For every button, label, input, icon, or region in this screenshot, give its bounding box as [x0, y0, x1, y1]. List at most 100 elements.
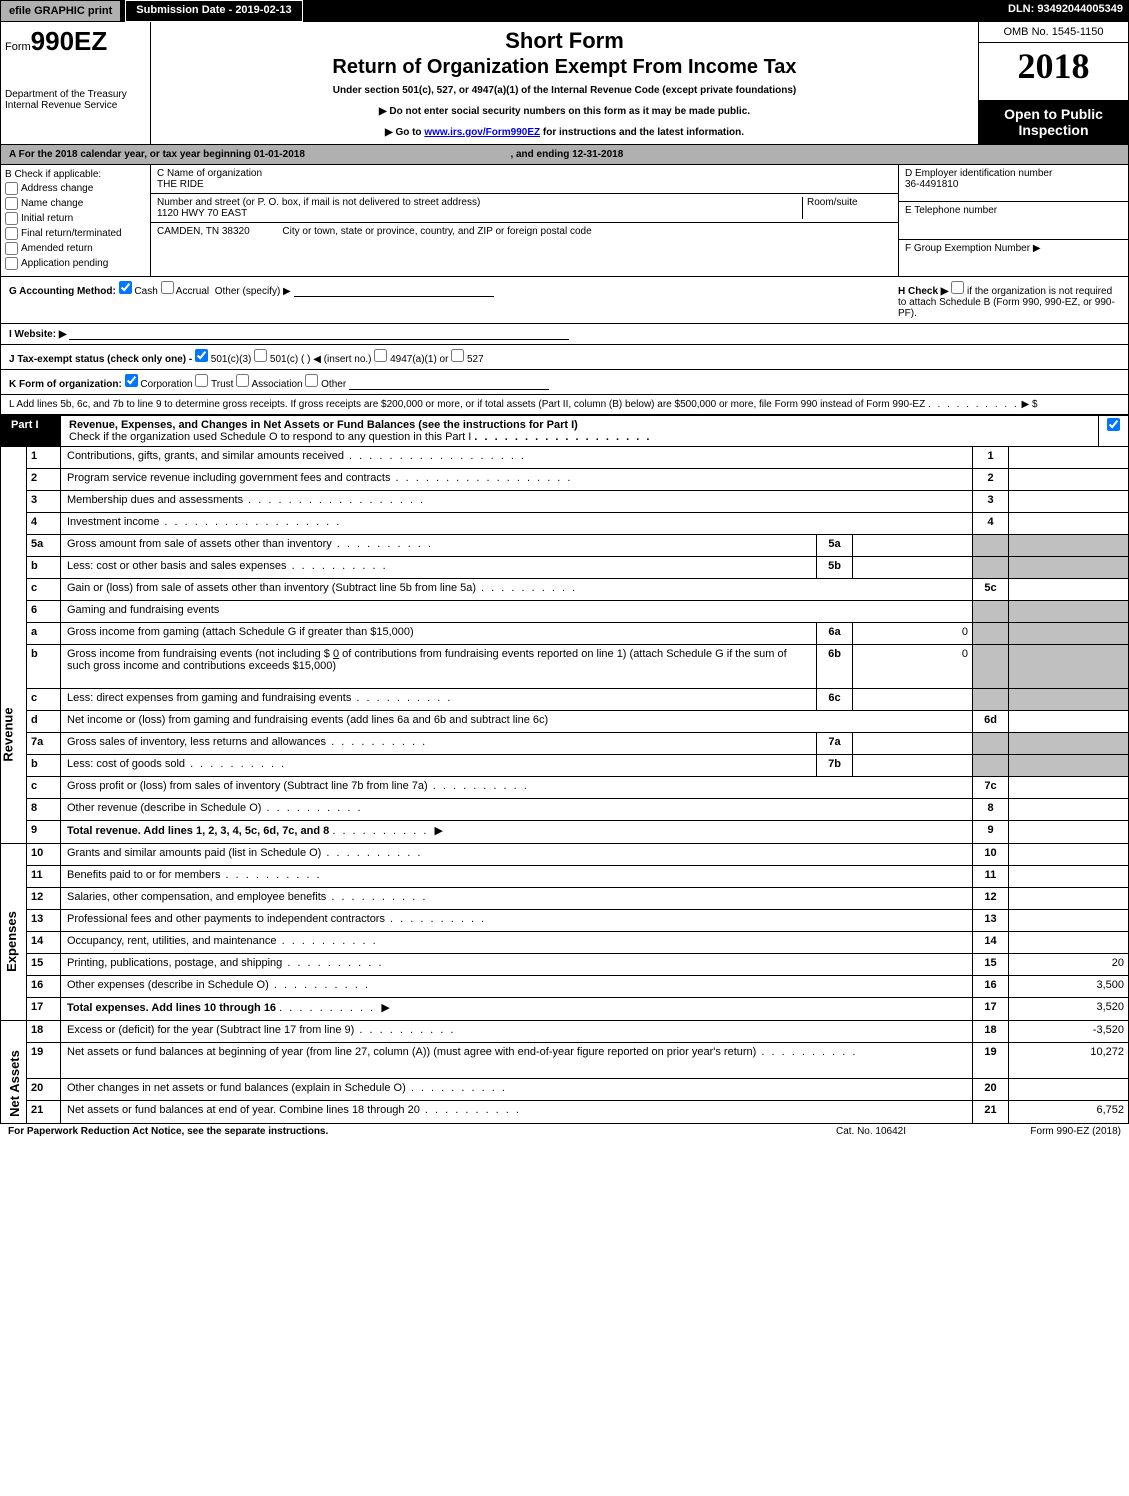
num-15: 15: [27, 954, 61, 975]
schedule-o-checkbox[interactable]: [1107, 418, 1120, 431]
shade-5a-v: [1008, 535, 1128, 556]
num-9: 9: [27, 821, 61, 843]
checkbox-assoc[interactable]: [236, 374, 249, 387]
other-org-field[interactable]: [349, 378, 549, 390]
line-6a: a Gross income from gaming (attach Sched…: [27, 623, 1128, 645]
amtval-20: [1008, 1079, 1128, 1100]
checkbox-application[interactable]: [5, 257, 18, 270]
checkbox-name[interactable]: [5, 197, 18, 210]
check-initial-return[interactable]: Initial return: [5, 212, 146, 225]
form-header: Form990EZ Department of the Treasury Int…: [0, 22, 1129, 145]
subnum-5b: 5b: [816, 557, 852, 578]
amtnum-21: 21: [972, 1101, 1008, 1123]
checkbox-initial[interactable]: [5, 212, 18, 225]
checkbox-cash[interactable]: [119, 281, 132, 294]
other-specify-field[interactable]: [294, 285, 494, 297]
city-label: City or town, state or province, country…: [282, 226, 591, 237]
check-final-return[interactable]: Final return/terminated: [5, 227, 146, 240]
box-g-h: G Accounting Method: Cash Accrual Other …: [0, 277, 1129, 324]
desc-1: Contributions, gifts, grants, and simila…: [61, 447, 972, 468]
checkbox-amended[interactable]: [5, 242, 18, 255]
box-e: E Telephone number: [899, 202, 1128, 239]
line-6: 6 Gaming and fundraising events: [27, 601, 1128, 623]
form-number: Form990EZ: [5, 26, 146, 57]
shade-6c-n: [972, 689, 1008, 710]
shade-5b-v: [1008, 557, 1128, 578]
amtval-9: [1008, 821, 1128, 843]
label-501c: 501(c) ( ) ◀ (insert no.): [270, 354, 372, 365]
line-6b: b Gross income from fundraising events (…: [27, 645, 1128, 689]
checkbox-corp[interactable]: [125, 374, 138, 387]
tax-year: 2018: [979, 43, 1128, 89]
checkbox-501c3[interactable]: [195, 349, 208, 362]
submission-date: Submission Date - 2019-02-13: [125, 0, 302, 22]
check-amended[interactable]: Amended return: [5, 242, 146, 255]
amtnum-5c: 5c: [972, 579, 1008, 600]
shade-7a-n: [972, 733, 1008, 754]
header-left: Form990EZ Department of the Treasury Int…: [1, 22, 151, 144]
instructions-link[interactable]: www.irs.gov/Form990EZ: [424, 127, 540, 138]
checkbox-schedule-b[interactable]: [951, 281, 964, 294]
subval-5b: [852, 557, 972, 578]
line-17: 17 Total expenses. Add lines 10 through …: [27, 998, 1128, 1020]
checkbox-501c[interactable]: [254, 349, 267, 362]
num-19: 19: [27, 1043, 61, 1078]
num-7a: 7a: [27, 733, 61, 754]
shade-7a-v: [1008, 733, 1128, 754]
line-19: 19 Net assets or fund balances at beginn…: [27, 1043, 1128, 1079]
shade-6c-v: [1008, 689, 1128, 710]
website-field[interactable]: [69, 328, 569, 340]
form-prefix: Form: [5, 41, 31, 53]
checkbox-4947[interactable]: [374, 349, 387, 362]
label-other: Other (specify) ▶: [215, 286, 291, 297]
net-assets-section: Net Assets 18 Excess or (deficit) for th…: [0, 1021, 1129, 1124]
box-b-label: B Check if applicable:: [5, 169, 146, 180]
line-7a: 7a Gross sales of inventory, less return…: [27, 733, 1128, 755]
amtnum-15: 15: [972, 954, 1008, 975]
label-final: Final return/terminated: [21, 228, 122, 239]
amtval-15: 20: [1008, 954, 1128, 975]
org-name: THE RIDE: [157, 179, 892, 190]
subnum-7a: 7a: [816, 733, 852, 754]
top-bar: efile GRAPHIC print Submission Date - 20…: [0, 0, 1129, 22]
box-l: L Add lines 5b, 6c, and 7b to line 9 to …: [0, 395, 1129, 415]
amtnum-8: 8: [972, 799, 1008, 820]
box-d-label: D Employer identification number: [905, 168, 1122, 179]
goto-prefix: ▶ Go to: [385, 127, 424, 138]
revenue-section: Revenue 1 Contributions, gifts, grants, …: [0, 447, 1129, 844]
subnum-7b: 7b: [816, 755, 852, 776]
efile-print-button[interactable]: efile GRAPHIC print: [0, 0, 121, 22]
amtval-17: 3,520: [1008, 998, 1128, 1020]
num-7c: c: [27, 777, 61, 798]
num-5c: c: [27, 579, 61, 600]
expenses-lines: 10 Grants and similar amounts paid (list…: [27, 844, 1128, 1020]
box-d: D Employer identification number 36-4491…: [899, 165, 1128, 202]
check-address-change[interactable]: Address change: [5, 182, 146, 195]
checkbox-other-org[interactable]: [305, 374, 318, 387]
line-13: 13 Professional fees and other payments …: [27, 910, 1128, 932]
desc-6b-pre: Gross income from fundraising events (no…: [67, 648, 333, 660]
box-a-begin: A For the 2018 calendar year, or tax yea…: [9, 149, 305, 160]
line-18: 18 Excess or (deficit) for the year (Sub…: [27, 1021, 1128, 1043]
checkbox-final[interactable]: [5, 227, 18, 240]
num-6b: b: [27, 645, 61, 688]
box-k: K Form of organization: Corporation Trus…: [0, 370, 1129, 395]
line-3: 3 Membership dues and assessments 3: [27, 491, 1128, 513]
department: Department of the Treasury Internal Reve…: [5, 89, 146, 111]
desc-12: Salaries, other compensation, and employ…: [61, 888, 972, 909]
box-f: F Group Exemption Number ▶: [899, 240, 1128, 276]
checkbox-527[interactable]: [451, 349, 464, 362]
num-3: 3: [27, 491, 61, 512]
checkbox-accrual[interactable]: [161, 281, 174, 294]
block-bcdef: B Check if applicable: Address change Na…: [0, 165, 1129, 277]
check-application[interactable]: Application pending: [5, 257, 146, 270]
label-address: Address change: [21, 183, 93, 194]
line-5c: c Gain or (loss) from sale of assets oth…: [27, 579, 1128, 601]
box-i: I Website: ▶: [0, 324, 1129, 345]
line-7c: c Gross profit or (loss) from sales of i…: [27, 777, 1128, 799]
checkbox-address[interactable]: [5, 182, 18, 195]
desc-21: Net assets or fund balances at end of ye…: [61, 1101, 972, 1123]
checkbox-trust[interactable]: [195, 374, 208, 387]
check-name-change[interactable]: Name change: [5, 197, 146, 210]
box-g-label: G Accounting Method:: [9, 286, 116, 297]
